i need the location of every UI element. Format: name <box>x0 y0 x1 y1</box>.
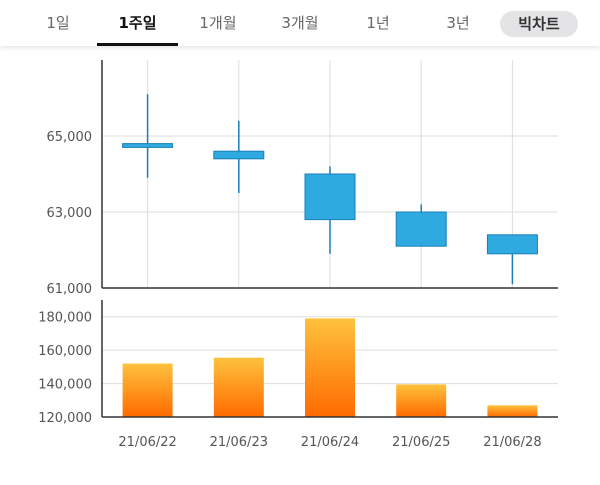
volume-bar <box>122 363 173 417</box>
volume-axis-ticks: 180,000 160,000 140,000 120,000 <box>38 311 92 426</box>
volume-tick-label: 120,000 <box>38 411 92 426</box>
volume-tick-label: 160,000 <box>38 344 92 359</box>
candle-body <box>395 211 447 247</box>
date-tick-label: 21/06/24 <box>301 435 359 450</box>
volume-bar <box>396 384 447 417</box>
tab-1-week[interactable]: 1주일 <box>118 14 157 32</box>
price-tick-label: 61,000 <box>47 282 93 297</box>
date-tick-label: 21/06/22 <box>118 435 176 450</box>
date-axis-ticks: 21/06/22 21/06/23 21/06/24 21/06/25 21/06/28 <box>118 435 541 450</box>
tab-1-year[interactable]: 1년 <box>366 14 390 32</box>
volume-axes <box>101 300 558 418</box>
price-axis-ticks: 65,000 63,000 61,000 <box>47 130 93 297</box>
candle-body <box>122 143 174 148</box>
price-tick-label: 65,000 <box>47 130 93 145</box>
active-tab-indicator <box>97 43 178 46</box>
volume-tick-label: 180,000 <box>38 311 92 326</box>
date-tick-label: 21/06/28 <box>483 435 541 450</box>
price-axes <box>101 60 558 289</box>
volume-tick-label: 140,000 <box>38 378 92 393</box>
volume-bar <box>213 357 264 417</box>
tab-3-years[interactable]: 3년 <box>446 14 470 32</box>
candle-body <box>486 234 538 255</box>
price-tick-label: 63,000 <box>47 206 93 221</box>
tab-1-day[interactable]: 1일 <box>46 14 70 32</box>
volume-bar <box>305 318 355 417</box>
date-tick-label: 21/06/25 <box>392 435 450 450</box>
big-chart-button[interactable]: 빅차트 <box>500 11 578 37</box>
tab-1-month[interactable]: 1개월 <box>199 14 237 32</box>
date-tick-label: 21/06/23 <box>210 435 268 450</box>
volume-bar <box>487 405 538 417</box>
candlesticks <box>122 94 538 285</box>
volume-bars <box>122 318 538 417</box>
tab-3-months[interactable]: 3개월 <box>281 14 319 32</box>
period-tab-bar: 1일 1주일 1개월 3개월 1년 3년 빅차트 <box>0 0 600 46</box>
candle-body <box>213 150 265 160</box>
candle-body <box>304 173 356 221</box>
